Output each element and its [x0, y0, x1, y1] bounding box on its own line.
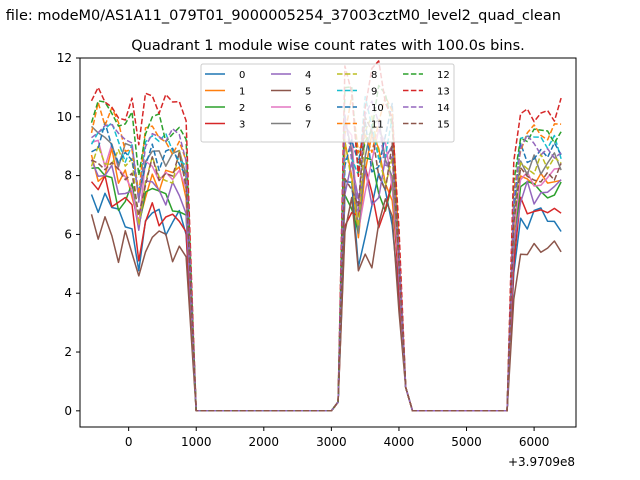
x-tick-label: 1000 [181, 435, 212, 449]
legend-label-15: 15 [437, 120, 450, 131]
series-line-14 [91, 100, 562, 412]
series-line-10 [91, 102, 562, 412]
legend-label-1: 1 [239, 87, 245, 98]
legend-box [200, 63, 455, 143]
legend-label-14: 14 [437, 103, 450, 114]
legend-label-4: 4 [305, 70, 311, 81]
legend-label-5: 5 [305, 87, 311, 98]
series-line-8 [90, 115, 562, 412]
y-tick-label: 8 [64, 169, 72, 183]
x-tick-label: 0 [125, 435, 133, 449]
y-tick-label: 4 [64, 286, 72, 300]
plot-area [90, 60, 562, 412]
series-line-1 [90, 132, 562, 412]
legend-label-11: 11 [371, 120, 384, 131]
legend-label-7: 7 [305, 120, 311, 131]
chart-title: Quadrant 1 module wise count rates with … [131, 38, 525, 54]
x-axis: 0 1000 2000 3000 4000 5000 6000 [125, 427, 550, 449]
x-axis-offset-label: +3.9709e8 [508, 455, 575, 469]
y-tick-label: 0 [64, 404, 72, 418]
x-tick-label: 5000 [451, 435, 482, 449]
x-tick-label: 2000 [249, 435, 280, 449]
y-axis: 0 2 4 6 8 10 12 [57, 51, 80, 418]
series-line-4 [90, 144, 562, 412]
legend-label-3: 3 [239, 120, 245, 131]
y-tick-label: 2 [64, 345, 72, 359]
y-tick-label: 12 [57, 51, 72, 65]
series-line-0 [90, 172, 562, 412]
legend-label-6: 6 [305, 103, 311, 114]
series-line-11 [90, 95, 562, 412]
x-tick-label: 4000 [384, 435, 415, 449]
legend-label-13: 13 [437, 87, 450, 98]
series-line-9 [90, 95, 562, 412]
series-line-3 [90, 166, 562, 412]
axes-frame [79, 57, 577, 428]
legend-label-9: 9 [371, 87, 377, 98]
series-line-5 [90, 196, 562, 412]
y-tick-label: 10 [57, 110, 72, 124]
x-tick-label: 6000 [519, 435, 550, 449]
x-tick-label: 3000 [316, 435, 347, 449]
legend-label-10: 10 [371, 103, 384, 114]
figure-suptitle: n file: modeM0/AS1A11_079T01_9000005254_… [0, 8, 561, 24]
series-line-15 [91, 116, 562, 412]
legend-label-12: 12 [437, 70, 450, 81]
legend-label-8: 8 [371, 70, 377, 81]
y-tick-label: 6 [64, 227, 72, 241]
legend-label-0: 0 [239, 70, 245, 81]
legend-label-2: 2 [239, 103, 245, 114]
series-line-6 [91, 125, 562, 412]
